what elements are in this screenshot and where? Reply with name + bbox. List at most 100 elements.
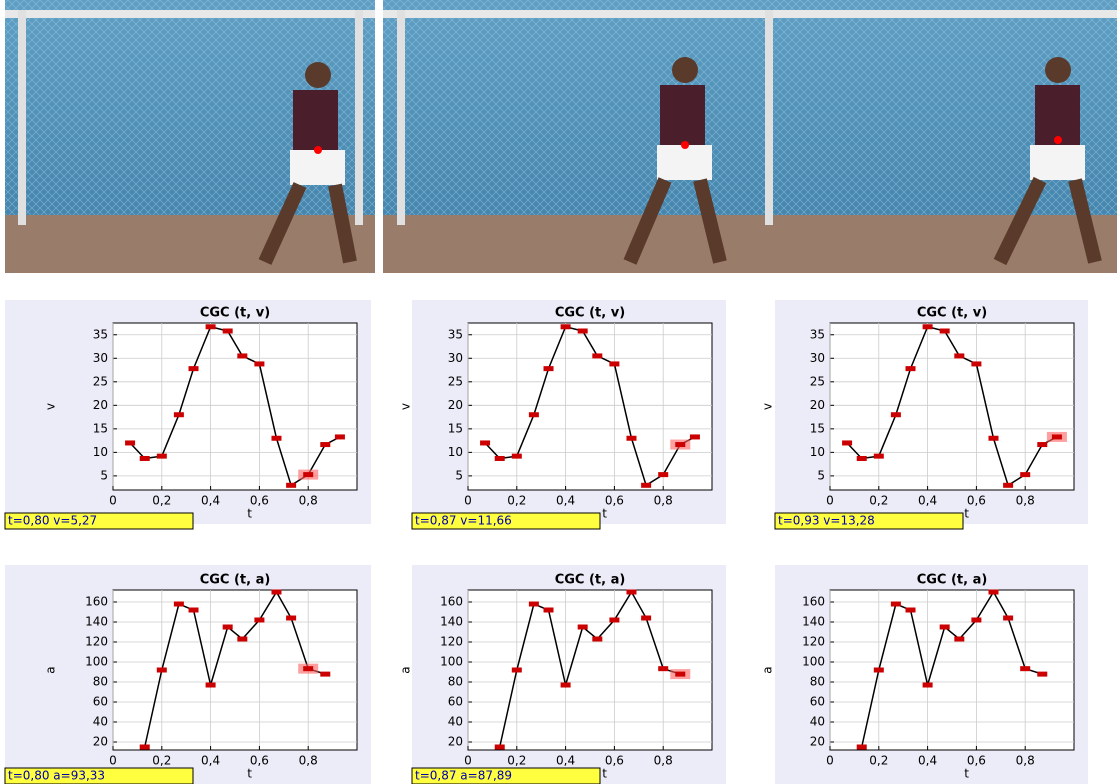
data-point xyxy=(223,625,233,630)
data-point xyxy=(174,602,184,607)
data-point xyxy=(125,440,135,445)
y-axis-label: a xyxy=(399,666,413,673)
data-point xyxy=(923,324,933,329)
data-point xyxy=(1020,472,1030,477)
data-point xyxy=(592,637,602,642)
data-point xyxy=(1003,483,1013,488)
data-point xyxy=(578,328,588,333)
x-tick-label: 0,2 xyxy=(152,494,171,508)
status-text: t=0,87 a=87,89 xyxy=(415,769,512,783)
data-point xyxy=(609,618,619,623)
data-point xyxy=(320,442,330,447)
data-point xyxy=(512,668,522,673)
y-tick-label: 140 xyxy=(802,615,825,629)
y-tick-label: 30 xyxy=(810,351,825,365)
data-point xyxy=(544,608,554,613)
data-point xyxy=(891,412,901,417)
y-tick-label: 120 xyxy=(440,635,463,649)
status-text: t=0,87 v=11,66 xyxy=(415,514,512,528)
x-tick-label: 0,6 xyxy=(967,494,986,508)
y-tick-label: 60 xyxy=(810,695,825,709)
data-point xyxy=(157,668,167,673)
x-tick-label: 0 xyxy=(109,494,117,508)
data-point xyxy=(954,637,964,642)
data-point xyxy=(906,608,916,613)
y-tick-label: 15 xyxy=(93,421,108,435)
y-tick-label: 80 xyxy=(448,675,463,689)
x-tick-label: 0,8 xyxy=(299,754,318,768)
x-axis-label: t xyxy=(602,767,607,781)
y-tick-label: 140 xyxy=(85,615,108,629)
data-point xyxy=(254,618,264,623)
y-tick-label: 5 xyxy=(100,468,108,482)
data-point xyxy=(480,440,490,445)
y-tick-label: 20 xyxy=(810,735,825,749)
y-tick-label: 80 xyxy=(810,675,825,689)
data-point xyxy=(237,637,247,642)
x-tick-label: 0,2 xyxy=(507,754,526,768)
data-point xyxy=(940,328,950,333)
x-tick-label: 0,4 xyxy=(918,494,937,508)
x-tick-label: 0,8 xyxy=(654,754,673,768)
y-tick-label: 40 xyxy=(448,715,463,729)
y-axis-label: v xyxy=(399,403,413,410)
data-point xyxy=(609,361,619,366)
data-point xyxy=(988,590,998,595)
y-tick-label: 100 xyxy=(440,655,463,669)
y-tick-label: 35 xyxy=(810,327,825,341)
screenshot: CGC (t, v) 5 10 15 20 25 30 35 0 0,2 0,4 0,6 0,8 t v t=… xyxy=(0,0,1117,784)
data-point xyxy=(140,456,150,461)
plot-area xyxy=(830,323,1074,490)
y-tick-label: 35 xyxy=(448,327,463,341)
chart-title: CGC (t, a) xyxy=(200,573,271,588)
y-tick-label: 35 xyxy=(93,327,108,341)
data-point xyxy=(495,456,505,461)
chart-title: CGC (t, a) xyxy=(917,573,988,588)
data-point xyxy=(1052,434,1062,439)
data-point xyxy=(592,353,602,358)
data-point xyxy=(675,442,685,447)
y-tick-label: 40 xyxy=(810,715,825,729)
chart-title: CGC (t, v) xyxy=(555,306,625,321)
data-point xyxy=(512,454,522,459)
x-axis-label: t xyxy=(964,507,969,521)
x-tick-label: 0,2 xyxy=(152,754,171,768)
plot-area xyxy=(468,323,712,490)
y-tick-label: 120 xyxy=(802,635,825,649)
y-tick-label: 10 xyxy=(810,445,825,459)
y-tick-label: 5 xyxy=(817,468,825,482)
y-tick-label: 40 xyxy=(93,715,108,729)
data-point xyxy=(561,324,571,329)
x-tick-label: 0,8 xyxy=(1016,494,1035,508)
y-tick-label: 20 xyxy=(810,398,825,412)
y-tick-label: 80 xyxy=(93,675,108,689)
data-point xyxy=(641,616,651,621)
plot-area xyxy=(113,323,357,490)
y-tick-label: 15 xyxy=(810,421,825,435)
y-tick-label: 20 xyxy=(93,735,108,749)
data-point xyxy=(940,625,950,630)
y-tick-label: 25 xyxy=(93,374,108,388)
x-tick-label: 0,6 xyxy=(605,494,624,508)
data-point xyxy=(495,745,505,750)
y-tick-label: 60 xyxy=(448,695,463,709)
data-point xyxy=(578,625,588,630)
x-tick-label: 0,4 xyxy=(556,494,575,508)
data-point xyxy=(874,668,884,673)
data-point xyxy=(189,608,199,613)
video-frame xyxy=(747,0,1117,273)
x-tick-label: 0,2 xyxy=(507,494,526,508)
x-tick-label: 0,6 xyxy=(250,754,269,768)
data-point xyxy=(529,602,539,607)
video-frame xyxy=(5,0,375,273)
data-point xyxy=(874,454,884,459)
data-point xyxy=(303,472,313,477)
y-tick-label: 160 xyxy=(440,595,463,609)
data-point xyxy=(206,683,216,688)
data-point xyxy=(906,366,916,371)
data-point xyxy=(857,456,867,461)
status-text: t=0,80 v=5,27 xyxy=(8,514,97,528)
y-tick-label: 25 xyxy=(810,374,825,388)
x-tick-label: 0 xyxy=(464,494,472,508)
data-point xyxy=(658,666,668,671)
